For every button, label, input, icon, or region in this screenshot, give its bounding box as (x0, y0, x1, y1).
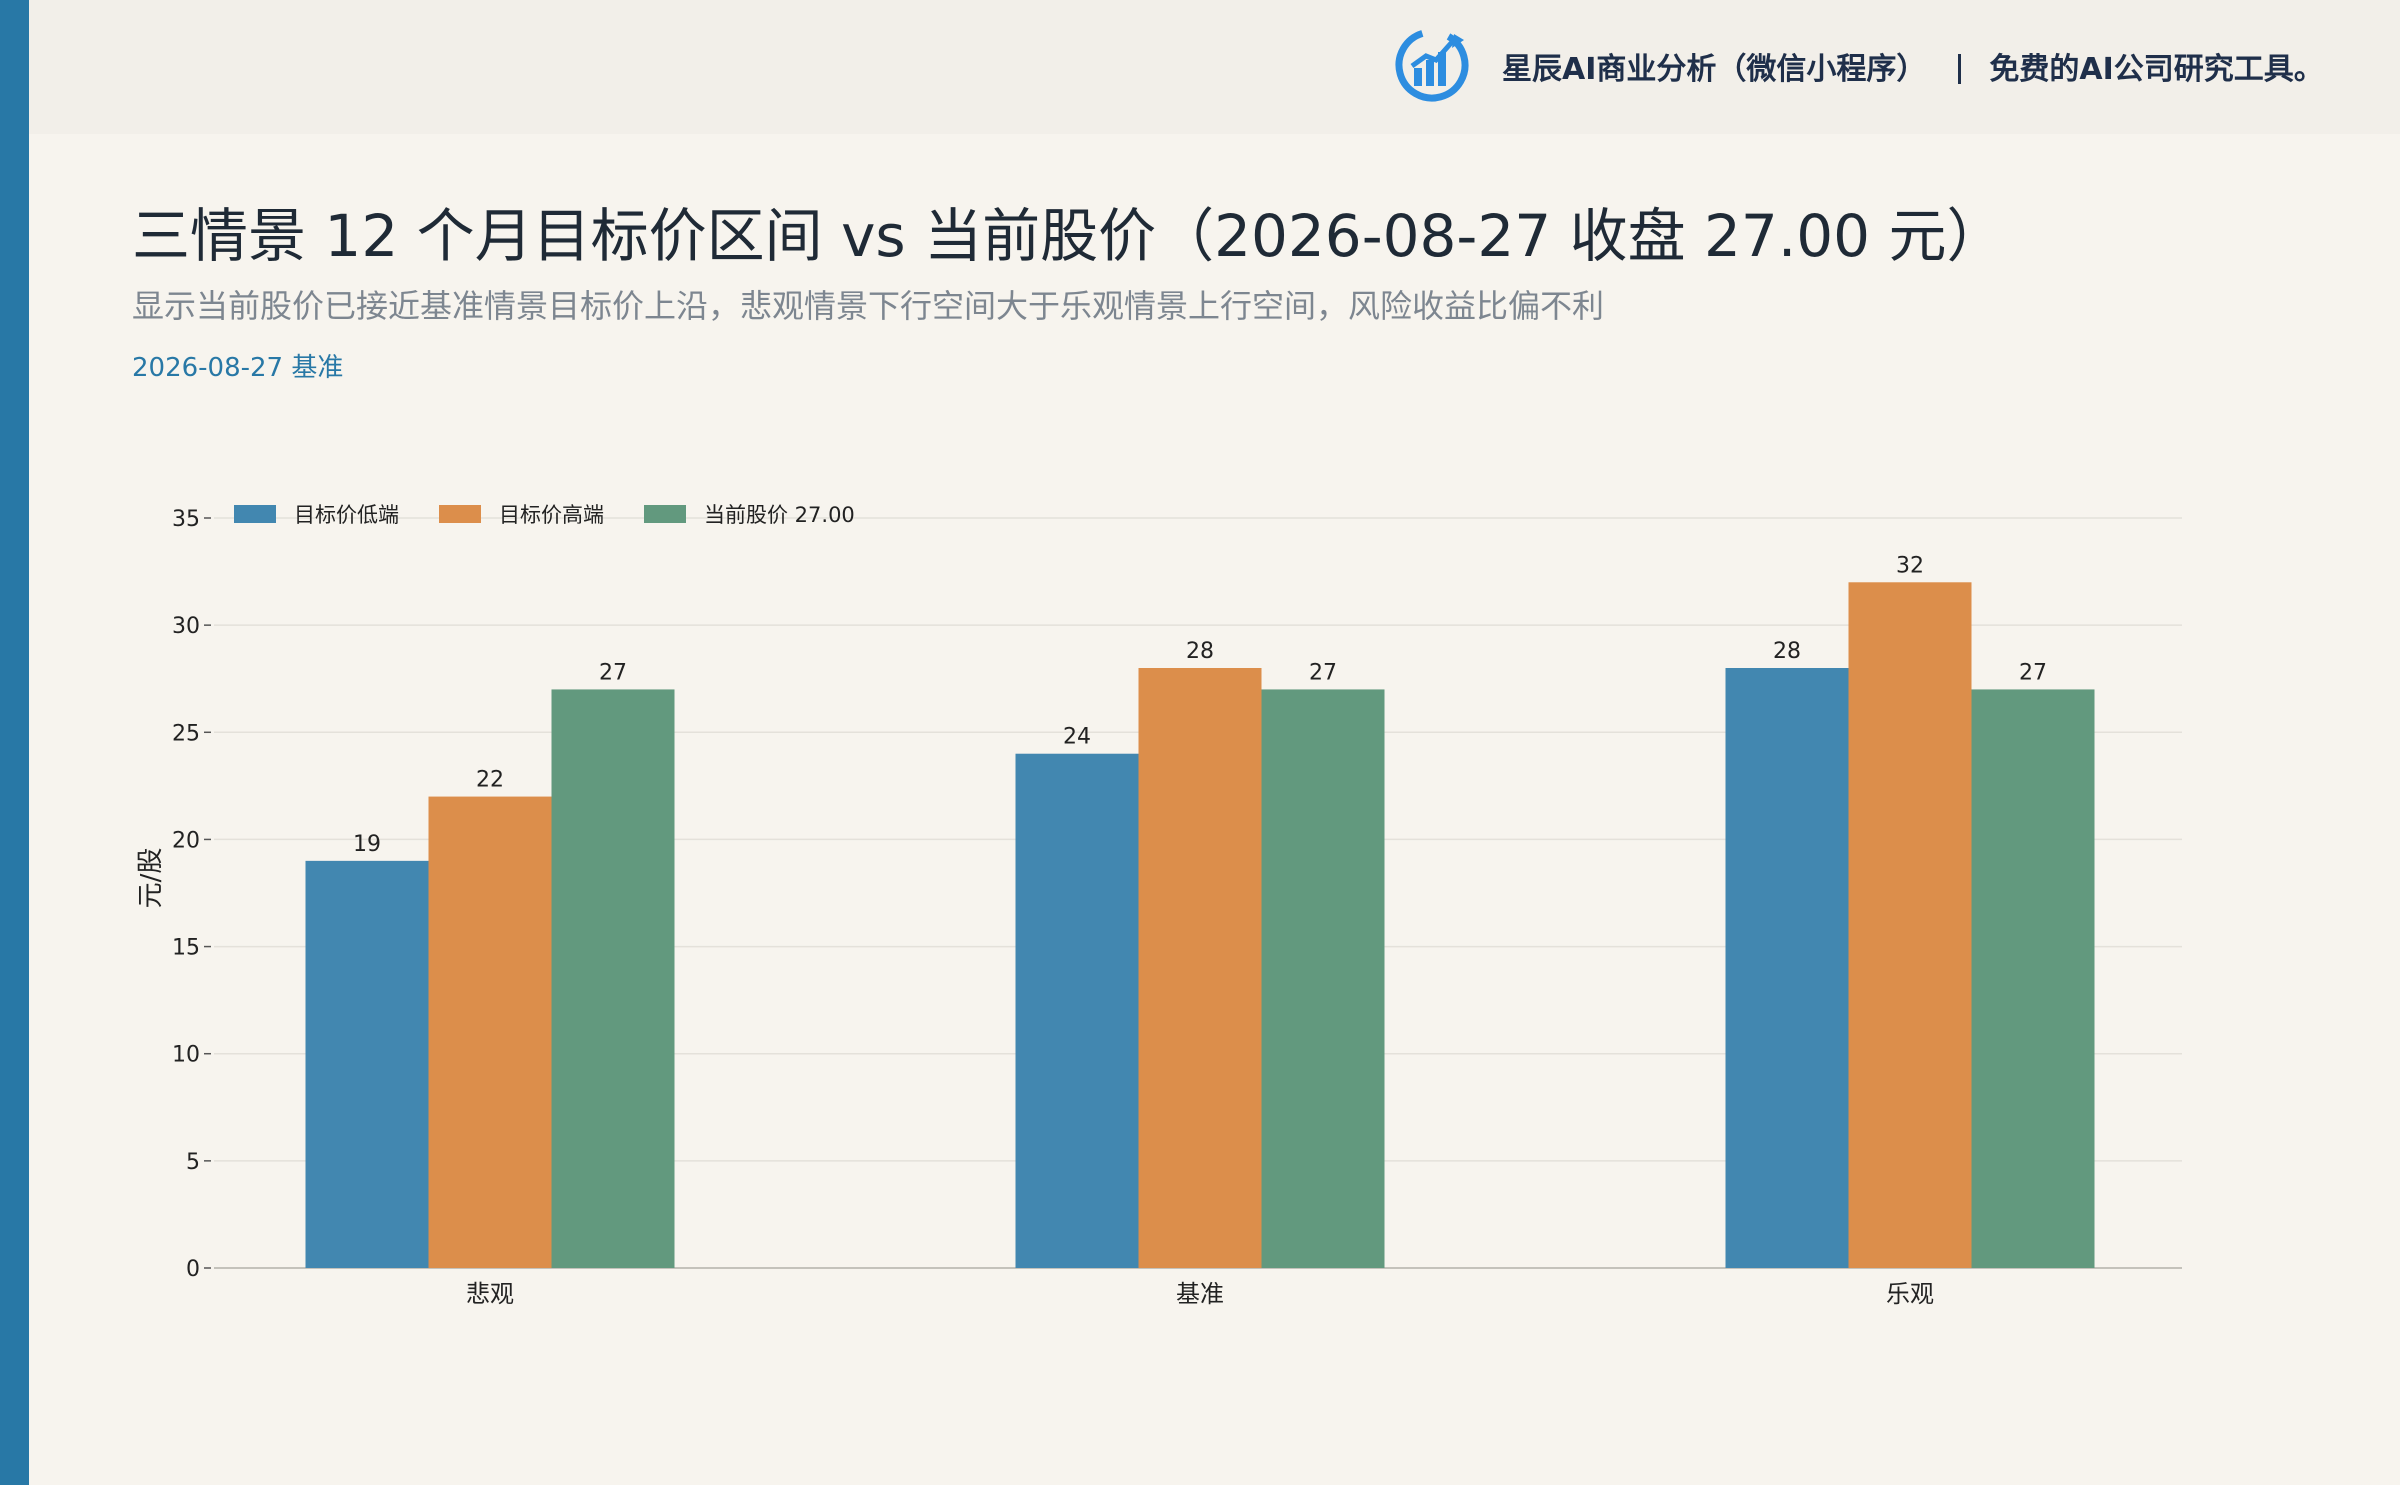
bar (428, 796, 552, 1268)
data-label: 22 (476, 768, 504, 793)
data-label: 28 (1773, 639, 1801, 664)
y-tick-label: 25 (172, 721, 200, 746)
y-tick-label: 35 (172, 507, 200, 532)
data-label: 27 (2019, 660, 2047, 685)
brand-name: 星辰AI商业分析（微信小程序） (1502, 52, 1927, 87)
side-accent-bar (0, 0, 29, 1485)
page-subtitle: 显示当前股价已接近基准情景目标价上沿，悲观情景下行空间大于乐观情景上行空间，风险… (132, 287, 1605, 325)
x-tick-label: 悲观 (466, 1280, 514, 1308)
y-tick-label: 10 (172, 1043, 200, 1068)
x-tick-label: 乐观 (1886, 1280, 1934, 1308)
y-tick-label: 5 (186, 1150, 200, 1175)
bar (551, 689, 675, 1268)
legend-label: 当前股价 27.00 (704, 503, 855, 527)
data-label: 32 (1896, 553, 1924, 578)
bar (1725, 668, 1849, 1268)
data-label: 19 (353, 832, 381, 857)
brand-text: 星辰AI商业分析（微信小程序） 免费的AI公司研究工具。 (1502, 50, 2324, 90)
y-axis-label: 元/股 (136, 848, 166, 909)
bar (1138, 668, 1262, 1268)
legend-swatch (234, 505, 276, 523)
brand-separator (1958, 54, 1962, 84)
bar (1015, 753, 1139, 1268)
brand-tagline: 免费的AI公司研究工具。 (1989, 52, 2324, 87)
legend-swatch (439, 505, 481, 523)
bar (1261, 689, 1385, 1268)
bar (1971, 689, 2095, 1268)
page-title: 三情景 12 个月目标价区间 vs 当前股价（2026-08-27 收盘 27.… (132, 202, 2005, 270)
data-label: 24 (1063, 725, 1091, 750)
legend-label: 目标价低端 (294, 503, 399, 527)
legend-swatch (644, 505, 686, 523)
data-label: 27 (1309, 660, 1337, 685)
x-tick-label: 基准 (1176, 1280, 1224, 1308)
date-label: 2026-08-27 基准 (132, 353, 344, 383)
brand-logo-icon (1395, 28, 1469, 102)
y-tick-label: 20 (172, 828, 200, 853)
y-tick-label: 30 (172, 614, 200, 639)
bar (305, 860, 429, 1268)
legend-label: 目标价高端 (499, 503, 604, 527)
y-tick-label: 0 (186, 1257, 200, 1282)
bar (1848, 582, 1972, 1268)
data-label: 28 (1186, 639, 1214, 664)
y-tick-label: 15 (172, 936, 200, 961)
data-label: 27 (599, 660, 627, 685)
header-banner: 星辰AI商业分析（微信小程序） 免费的AI公司研究工具。 (29, 0, 2400, 134)
